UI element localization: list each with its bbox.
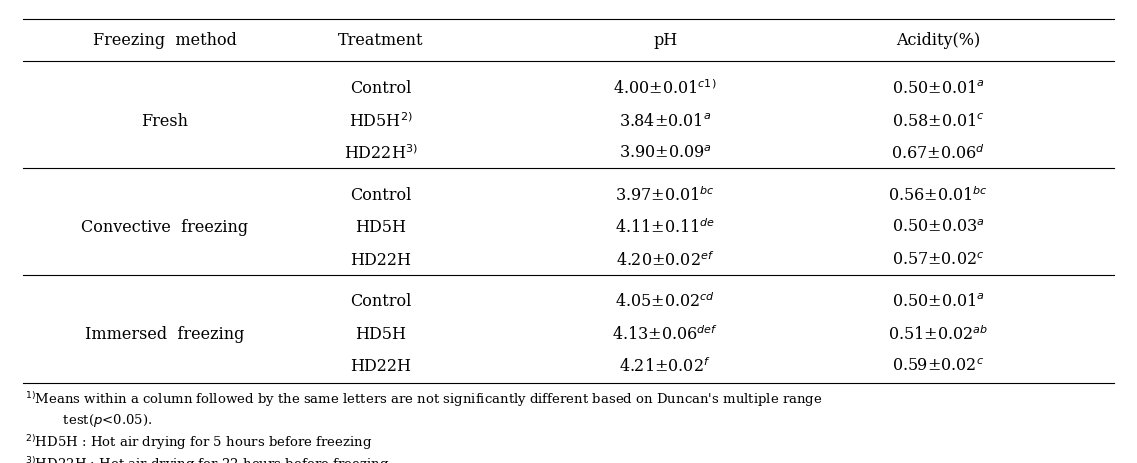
Text: 4.13±0.06$^{def}$: 4.13±0.06$^{def}$	[612, 325, 719, 344]
Text: 3.90±0.09$^{a}$: 3.90±0.09$^{a}$	[619, 145, 712, 162]
Text: 4.21±0.02$^{f}$: 4.21±0.02$^{f}$	[620, 357, 711, 376]
Text: Control: Control	[350, 81, 412, 97]
Text: HD22H: HD22H	[350, 252, 412, 269]
Text: $^{2)}$HD5H : Hot air drying for 5 hours before freezing: $^{2)}$HD5H : Hot air drying for 5 hours…	[25, 433, 373, 452]
Text: 3.84±0.01$^{a}$: 3.84±0.01$^{a}$	[619, 113, 712, 130]
Text: 4.05±0.02$^{cd}$: 4.05±0.02$^{cd}$	[615, 293, 715, 311]
Text: Control: Control	[350, 294, 412, 310]
Text: 0.67±0.06$^{d}$: 0.67±0.06$^{d}$	[891, 144, 985, 163]
Text: Freezing  method: Freezing method	[93, 32, 236, 49]
Text: Control: Control	[350, 187, 412, 204]
Text: $^{3)}$HD22H : Hot air drying for 22 hours before freezing: $^{3)}$HD22H : Hot air drying for 22 hou…	[25, 455, 389, 463]
Text: Treatment: Treatment	[338, 32, 424, 49]
Text: Fresh: Fresh	[141, 113, 189, 130]
Text: HD22H: HD22H	[350, 358, 412, 375]
Text: 3.97±0.01$^{bc}$: 3.97±0.01$^{bc}$	[615, 186, 715, 205]
Text: 0.51±0.02$^{ab}$: 0.51±0.02$^{ab}$	[888, 325, 988, 344]
Text: Acidity(%): Acidity(%)	[896, 32, 980, 49]
Text: 4.00±0.01$^{c1)}$: 4.00±0.01$^{c1)}$	[613, 80, 717, 98]
Text: 0.50±0.03$^{a}$: 0.50±0.03$^{a}$	[891, 219, 985, 236]
Text: 4.11±0.11$^{de}$: 4.11±0.11$^{de}$	[615, 219, 715, 237]
Text: Immersed  freezing: Immersed freezing	[85, 326, 244, 343]
Text: 4.20±0.02$^{ef}$: 4.20±0.02$^{ef}$	[616, 251, 714, 269]
Text: HD22H$^{3)}$: HD22H$^{3)}$	[345, 144, 417, 163]
Text: 0.59±0.02$^{c}$: 0.59±0.02$^{c}$	[891, 358, 985, 375]
Text: 0.56±0.01$^{bc}$: 0.56±0.01$^{bc}$	[888, 186, 988, 205]
Text: 0.50±0.01$^{a}$: 0.50±0.01$^{a}$	[891, 81, 985, 97]
Text: pH: pH	[653, 32, 678, 49]
Text: 0.50±0.01$^{a}$: 0.50±0.01$^{a}$	[891, 294, 985, 310]
Text: 0.58±0.01$^{c}$: 0.58±0.01$^{c}$	[891, 113, 985, 130]
Text: 0.57±0.02$^{c}$: 0.57±0.02$^{c}$	[891, 252, 985, 269]
Text: Convective  freezing: Convective freezing	[82, 219, 248, 236]
Text: test($p$<0.05).: test($p$<0.05).	[25, 413, 152, 429]
Text: HD5H$^{2)}$: HD5H$^{2)}$	[349, 112, 413, 131]
Text: $^{1)}$Means within a column followed by the same letters are not significantly : $^{1)}$Means within a column followed by…	[25, 390, 822, 408]
Text: HD5H: HD5H	[356, 326, 406, 343]
Text: HD5H: HD5H	[356, 219, 406, 236]
